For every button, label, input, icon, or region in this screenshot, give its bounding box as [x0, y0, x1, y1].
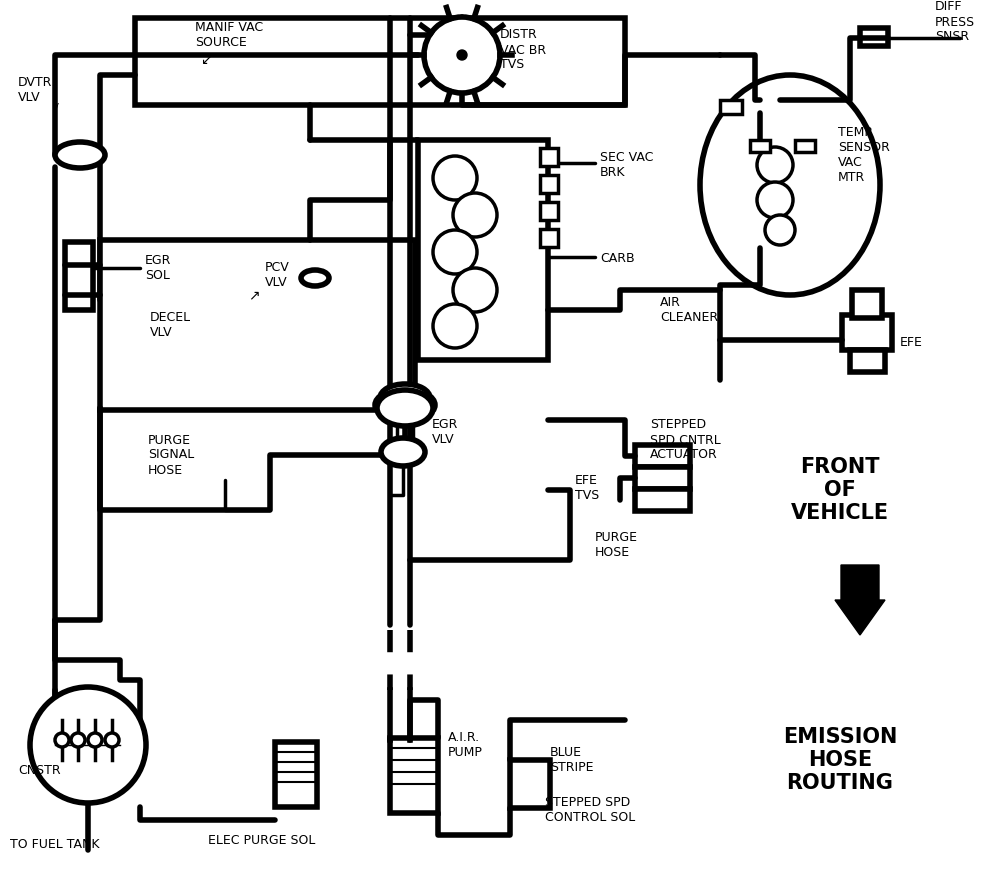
Bar [540, 148, 558, 166]
Circle shape [433, 230, 477, 274]
Circle shape [71, 733, 85, 747]
Ellipse shape [700, 75, 880, 295]
Circle shape [757, 182, 793, 218]
Text: EFE
TVS: EFE TVS [575, 474, 599, 502]
Text: EGR
VLV: EGR VLV [432, 418, 458, 446]
Bar [275, 742, 317, 807]
Ellipse shape [375, 389, 435, 421]
Ellipse shape [377, 390, 433, 426]
Bar [860, 28, 888, 46]
Circle shape [453, 268, 497, 312]
Bar [418, 140, 548, 360]
Text: ELEC PURGE SOL: ELEC PURGE SOL [208, 833, 315, 847]
Bar [750, 140, 770, 152]
Circle shape [424, 17, 500, 93]
Text: /: / [55, 103, 59, 113]
Text: SEC VAC
BRK: SEC VAC BRK [600, 151, 653, 179]
Bar [720, 100, 742, 114]
Text: FRONT
OF
VEHICLE: FRONT OF VEHICLE [791, 457, 889, 523]
Ellipse shape [381, 438, 425, 466]
Bar [635, 489, 690, 511]
Text: STEPPED
SPD CNTRL
ACTUATOR: STEPPED SPD CNTRL ACTUATOR [650, 418, 721, 461]
Bar [135, 18, 625, 105]
Bar [390, 738, 438, 813]
Text: CNSTR: CNSTR [18, 764, 61, 776]
Bar [100, 240, 415, 410]
Circle shape [433, 304, 477, 348]
Circle shape [30, 687, 146, 803]
Bar [852, 290, 882, 318]
Bar [510, 760, 550, 808]
Text: DVTR
VLV: DVTR VLV [18, 76, 52, 104]
Circle shape [457, 50, 467, 60]
Text: PURGE
SIGNAL
HOSE: PURGE SIGNAL HOSE [148, 433, 194, 476]
Text: DIFF
PRESS
SNSR: DIFF PRESS SNSR [935, 1, 975, 43]
Text: MANIF VAC
SOURCE: MANIF VAC SOURCE [195, 21, 263, 49]
Text: AIR
CLEANER: AIR CLEANER [660, 296, 718, 324]
Text: A.I.R.
PUMP: A.I.R. PUMP [448, 731, 483, 759]
Bar [635, 467, 690, 489]
Ellipse shape [55, 142, 105, 168]
Text: PCV
VLV: PCV VLV [265, 261, 290, 289]
Ellipse shape [301, 270, 329, 286]
Text: ↗: ↗ [248, 288, 260, 302]
Circle shape [765, 215, 795, 245]
Circle shape [453, 193, 497, 237]
Circle shape [757, 147, 793, 183]
Text: EFE: EFE [900, 335, 923, 348]
Bar [540, 229, 558, 247]
Text: ↙: ↙ [200, 53, 212, 67]
Text: STEPPED SPD
CONTROL SOL: STEPPED SPD CONTROL SOL [545, 796, 635, 824]
Bar [842, 315, 892, 350]
Text: PURGE
HOSE: PURGE HOSE [595, 531, 638, 559]
Bar [278, 310, 320, 345]
Bar [65, 242, 93, 310]
Bar [635, 445, 690, 467]
Text: TEMP
SENSOR
VAC
MTR: TEMP SENSOR VAC MTR [838, 126, 890, 184]
Text: BLUE
STRIPE: BLUE STRIPE [550, 746, 594, 774]
Text: DISTR
VAC BR
TVS: DISTR VAC BR TVS [500, 28, 546, 71]
Bar [540, 202, 558, 220]
Bar [795, 140, 815, 152]
Text: EGR
SOL: EGR SOL [145, 254, 171, 282]
Text: CARB: CARB [600, 251, 635, 265]
Bar [397, 413, 413, 443]
Circle shape [55, 733, 69, 747]
Circle shape [88, 733, 102, 747]
Bar [540, 175, 558, 193]
Ellipse shape [380, 384, 430, 412]
Circle shape [105, 733, 119, 747]
Text: DECEL
VLV: DECEL VLV [150, 311, 191, 339]
Circle shape [433, 156, 477, 200]
FancyArrow shape [835, 565, 885, 635]
Bar [850, 350, 885, 372]
Text: TO FUEL TANK: TO FUEL TANK [10, 839, 100, 851]
Text: EMISSION
HOSE
ROUTING: EMISSION HOSE ROUTING [783, 727, 897, 793]
